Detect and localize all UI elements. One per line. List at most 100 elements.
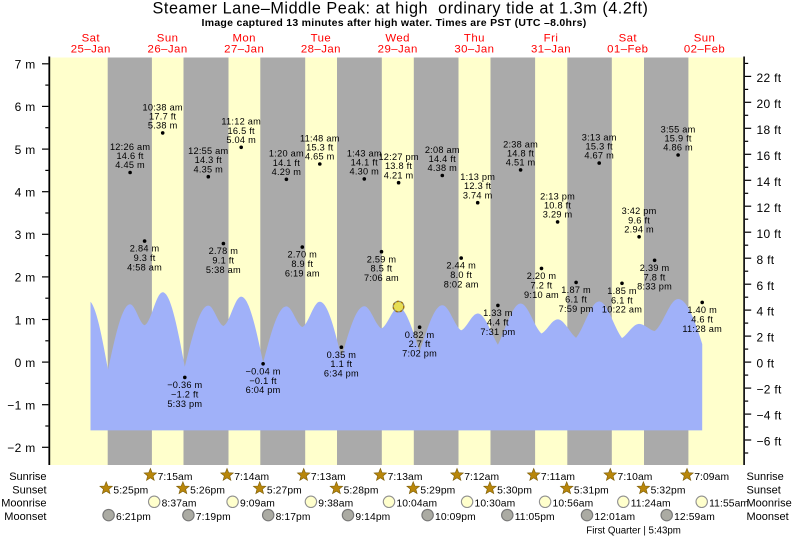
svg-text:02–Feb: 02–Feb bbox=[684, 43, 725, 55]
svg-text:7:13am: 7:13am bbox=[311, 472, 346, 483]
svg-text:27–Jan: 27–Jan bbox=[224, 43, 264, 55]
svg-text:9:38am: 9:38am bbox=[318, 499, 353, 510]
svg-text:18 ft: 18 ft bbox=[757, 123, 782, 137]
svg-text:5:32pm: 5:32pm bbox=[651, 485, 686, 496]
svg-text:8 ft: 8 ft bbox=[757, 253, 775, 267]
svg-text:9:09am: 9:09am bbox=[240, 499, 275, 510]
svg-text:2:38 am: 2:38 am bbox=[503, 139, 538, 149]
svg-text:16.5 ft: 16.5 ft bbox=[228, 126, 255, 136]
svg-text:4 ft: 4 ft bbox=[757, 305, 775, 319]
svg-text:Sunset: Sunset bbox=[12, 484, 46, 496]
svg-text:2.20 m: 2.20 m bbox=[527, 271, 557, 281]
svg-text:9.1 ft: 9.1 ft bbox=[212, 256, 234, 266]
svg-text:22 ft: 22 ft bbox=[757, 71, 782, 85]
svg-text:−6 ft: −6 ft bbox=[757, 435, 783, 449]
svg-text:7.2 ft: 7.2 ft bbox=[531, 280, 553, 290]
svg-text:10:04am: 10:04am bbox=[396, 499, 437, 510]
svg-text:7:15am: 7:15am bbox=[158, 472, 193, 483]
svg-text:14.8 ft: 14.8 ft bbox=[507, 148, 534, 158]
svg-text:2:08 am: 2:08 am bbox=[425, 145, 460, 155]
svg-text:−0.04 m: −0.04 m bbox=[245, 366, 280, 376]
svg-text:4.30 m: 4.30 m bbox=[350, 167, 380, 177]
svg-text:4.45 m: 4.45 m bbox=[115, 160, 145, 170]
svg-text:1.1 ft: 1.1 ft bbox=[330, 359, 352, 369]
svg-text:5:28pm: 5:28pm bbox=[344, 485, 379, 496]
svg-text:3:42 pm: 3:42 pm bbox=[622, 206, 657, 216]
svg-text:Moonset: Moonset bbox=[747, 511, 789, 523]
svg-text:14.4 ft: 14.4 ft bbox=[429, 154, 456, 164]
svg-text:Steamer Lane–Middle Peak: at h: Steamer Lane–Middle Peak: at high ordina… bbox=[153, 0, 649, 18]
svg-text:Sunrise: Sunrise bbox=[9, 471, 46, 483]
svg-text:Image captured 13 minutes afte: Image captured 13 minutes after high wat… bbox=[202, 17, 587, 29]
svg-text:12:27 pm: 12:27 pm bbox=[378, 152, 418, 162]
svg-text:4.4 ft: 4.4 ft bbox=[487, 317, 509, 327]
svg-text:15.3 ft: 15.3 ft bbox=[306, 143, 333, 153]
svg-text:Fri: Fri bbox=[544, 33, 559, 45]
svg-text:9.3 ft: 9.3 ft bbox=[134, 253, 156, 263]
svg-text:−1 m: −1 m bbox=[7, 399, 35, 413]
svg-text:10:30am: 10:30am bbox=[475, 499, 516, 510]
svg-text:12:59am: 12:59am bbox=[674, 512, 715, 523]
svg-text:4.6 ft: 4.6 ft bbox=[691, 314, 713, 324]
svg-text:2.59 m: 2.59 m bbox=[367, 254, 397, 264]
svg-text:26–Jan: 26–Jan bbox=[148, 43, 188, 55]
svg-text:Wed: Wed bbox=[385, 33, 410, 45]
svg-text:2.70 m: 2.70 m bbox=[288, 250, 318, 260]
svg-text:1.33 m: 1.33 m bbox=[483, 308, 513, 318]
svg-text:6 ft: 6 ft bbox=[757, 279, 775, 293]
svg-text:5:29pm: 5:29pm bbox=[420, 485, 455, 496]
svg-text:Sat: Sat bbox=[619, 33, 638, 45]
svg-text:12 ft: 12 ft bbox=[757, 201, 782, 215]
svg-text:Tue: Tue bbox=[311, 33, 332, 45]
svg-text:6:21pm: 6:21pm bbox=[116, 512, 151, 523]
svg-text:11:12 am: 11:12 am bbox=[221, 117, 261, 127]
svg-text:14.6 ft: 14.6 ft bbox=[116, 151, 143, 161]
svg-text:30–Jan: 30–Jan bbox=[454, 43, 494, 55]
svg-text:1.87 m: 1.87 m bbox=[561, 285, 591, 295]
svg-text:1.85 m: 1.85 m bbox=[607, 286, 637, 296]
svg-text:−0.1 ft: −0.1 ft bbox=[249, 376, 277, 386]
svg-text:5 m: 5 m bbox=[15, 143, 36, 157]
svg-text:4.35 m: 4.35 m bbox=[194, 164, 224, 174]
svg-text:2 ft: 2 ft bbox=[757, 331, 775, 345]
svg-text:10 ft: 10 ft bbox=[757, 227, 782, 241]
svg-text:5:26pm: 5:26pm bbox=[190, 485, 225, 496]
svg-text:1:13 pm: 1:13 pm bbox=[460, 172, 495, 182]
svg-text:Sun: Sun bbox=[157, 33, 179, 45]
svg-text:7:11am: 7:11am bbox=[541, 472, 575, 483]
svg-text:4.21 m: 4.21 m bbox=[384, 170, 414, 180]
svg-text:4.38 m: 4.38 m bbox=[428, 163, 458, 173]
svg-text:Mon: Mon bbox=[232, 33, 256, 45]
svg-text:8.0 ft: 8.0 ft bbox=[450, 270, 472, 280]
svg-text:12.3 ft: 12.3 ft bbox=[464, 181, 491, 191]
svg-text:10:38 am: 10:38 am bbox=[143, 102, 183, 112]
svg-text:−2 m: −2 m bbox=[7, 441, 35, 455]
svg-text:25–Jan: 25–Jan bbox=[71, 43, 111, 55]
svg-text:7:06 am: 7:06 am bbox=[364, 273, 399, 283]
svg-text:Sun: Sun bbox=[694, 33, 716, 45]
svg-text:8:17pm: 8:17pm bbox=[276, 512, 311, 523]
svg-text:20 ft: 20 ft bbox=[757, 97, 782, 111]
svg-text:11:05pm: 11:05pm bbox=[515, 512, 555, 523]
svg-text:8:02 am: 8:02 am bbox=[444, 280, 479, 290]
svg-text:11:24am: 11:24am bbox=[631, 499, 671, 510]
svg-text:0.35 m: 0.35 m bbox=[327, 350, 357, 360]
svg-text:7:13am: 7:13am bbox=[388, 472, 423, 483]
svg-text:5:27pm: 5:27pm bbox=[267, 485, 302, 496]
svg-text:−2 ft: −2 ft bbox=[757, 383, 783, 397]
svg-text:15.9 ft: 15.9 ft bbox=[664, 134, 691, 144]
svg-text:14.3 ft: 14.3 ft bbox=[195, 155, 222, 165]
svg-text:3:55 am: 3:55 am bbox=[661, 124, 696, 134]
svg-text:1.40 m: 1.40 m bbox=[687, 305, 717, 315]
svg-text:8.9 ft: 8.9 ft bbox=[291, 259, 313, 269]
svg-text:Moonset: Moonset bbox=[4, 511, 46, 523]
svg-text:Moonrise: Moonrise bbox=[747, 498, 792, 510]
svg-text:6:34 pm: 6:34 pm bbox=[324, 369, 359, 379]
svg-text:4.65 m: 4.65 m bbox=[305, 152, 335, 162]
svg-text:0 ft: 0 ft bbox=[757, 357, 775, 371]
svg-text:7:59 pm: 7:59 pm bbox=[559, 304, 594, 314]
svg-text:01–Feb: 01–Feb bbox=[607, 43, 648, 55]
svg-text:2.78 m: 2.78 m bbox=[209, 246, 239, 256]
svg-text:13.8 ft: 13.8 ft bbox=[385, 161, 412, 171]
svg-text:6.1 ft: 6.1 ft bbox=[565, 294, 587, 304]
